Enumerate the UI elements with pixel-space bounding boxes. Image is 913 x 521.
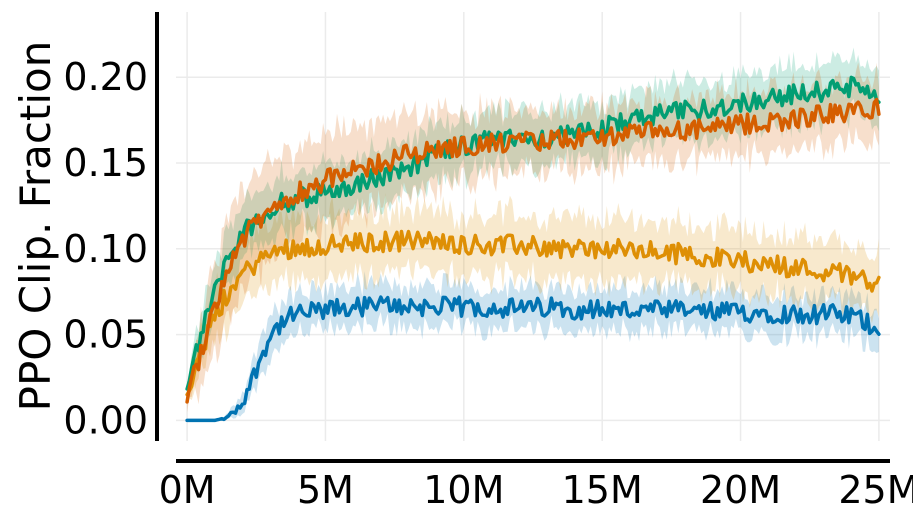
series-band [187,47,879,399]
series-lines [185,75,881,423]
x-tick-label: 0M [159,468,216,512]
x-tick-label: 25M [838,468,913,512]
x-tick-label: 20M [700,468,781,512]
x-tick-label: 5M [297,468,354,512]
series-line [185,295,881,423]
grid [176,12,890,441]
series-band [187,193,879,406]
y-tick-labels: 0.00 0.05 0.10 0.15 0.20 [63,55,148,442]
x-tick-label: 10M [423,468,504,512]
x-tick-label: 15M [562,468,643,512]
y-axis-label: PPO Clip. Fraction [11,41,60,412]
series-line [185,97,881,404]
y-tick-label: 0.15 [63,141,148,185]
y-tick-label: 0.20 [63,55,148,99]
series-band [187,62,879,413]
y-tick-label: 0.10 [63,227,148,271]
series-line [185,229,881,397]
y-tick-label: 0.00 [63,398,148,442]
y-tick-label: 0.05 [63,313,148,357]
confidence-bands [187,47,879,421]
x-tick-labels: 0M 5M 10M 15M 20M 25M [159,468,913,512]
axes [155,12,890,463]
